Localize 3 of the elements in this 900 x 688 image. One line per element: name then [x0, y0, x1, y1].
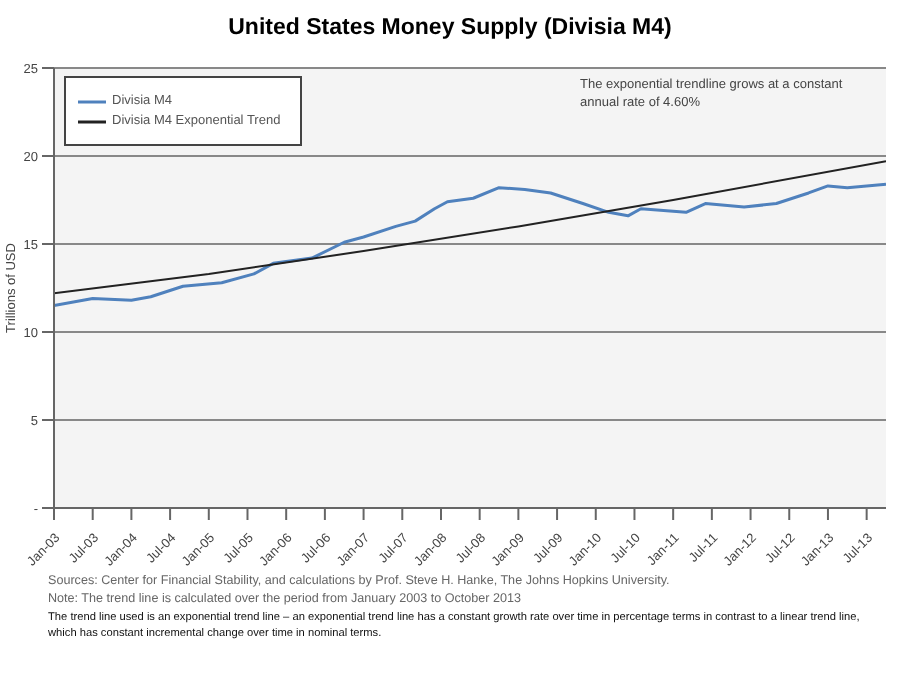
chart-title: United States Money Supply (Divisia M4) [226, 14, 674, 44]
line-series [54, 182, 886, 308]
line-series [54, 160, 886, 295]
